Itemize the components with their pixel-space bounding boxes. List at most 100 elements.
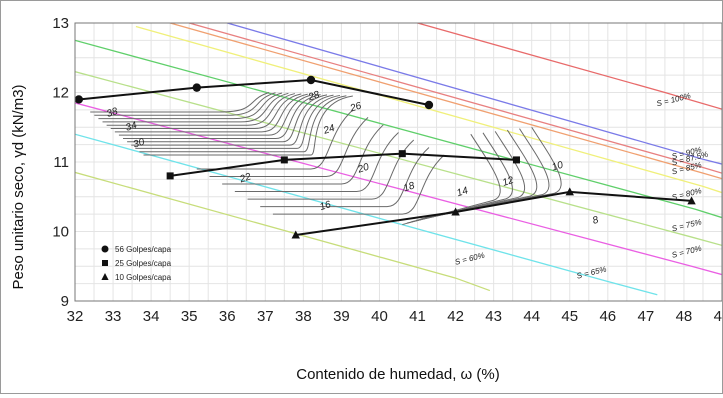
x-tick-label: 36 [219,308,236,325]
series-line [295,190,692,236]
contour-line [106,93,295,126]
x-tick-label: 46 [599,308,616,325]
contour-line [272,154,445,215]
saturation-line [189,23,722,174]
x-axis-title: Contenido de humedad, ω (%) [296,366,500,383]
saturation-line [75,133,658,296]
contour-label: 28 [306,89,321,103]
contour-label: 12 [501,175,515,189]
contour-label: 8 [591,215,600,227]
contour-line [196,109,354,170]
series-markers [74,75,696,239]
data-point [280,156,288,164]
contour-line [420,128,550,220]
x-tick-label: 47 [638,308,655,325]
y-axis-title: Peso unitario seco, γd (kN/m3) [10,84,27,289]
contour-line [90,92,270,113]
saturation-line [75,171,491,292]
contour-line [123,94,321,139]
saturation-line [75,39,722,219]
y-tick-labels: 9 10 11 12 13 [52,15,69,310]
x-tick-label: 40 [371,308,388,325]
x-tick-label: 32 [67,308,84,325]
x-tick-label: 34 [143,308,160,325]
legend-marker [101,273,109,280]
legend: 56 Golpes/capa 25 Golpes/capa 10 Golpes/ca… [101,245,172,282]
data-point [74,95,84,104]
x-tick-label: 44 [523,308,540,325]
data-point [166,172,174,180]
data-point [512,156,520,164]
legend-marker [101,245,109,253]
x-tick-label: 48 [676,308,693,325]
legend-label: 56 Golpes/capa [115,245,172,254]
contour-line [127,94,328,143]
x-tick-label: 37 [257,308,274,325]
contour-line [406,132,513,224]
contour-label: 34 [124,120,138,134]
contour-line [247,139,415,200]
data-point [306,75,316,85]
contour-label: 22 [238,171,253,185]
contour-labels: 38 34 30 28 26 24 22 20 18 16 14 12 10 8 [105,89,600,227]
data-point [192,83,201,92]
contour-label: 20 [356,162,371,176]
saturation-line [75,102,722,276]
contour-label: 38 [105,106,119,120]
contour-line [114,93,308,133]
saturation-line [135,25,722,194]
data-point [687,196,696,205]
contour-line [415,129,538,221]
series-line [78,78,430,106]
saturation-line [227,23,722,165]
legend-marker [102,260,108,266]
data-point [451,207,460,216]
contour-label: 26 [348,100,363,114]
contour-line [143,95,353,156]
contour-label: 10 [551,159,565,173]
series-lines [78,78,692,236]
saturation-line [417,23,722,110]
x-tick-label: 38 [295,308,312,325]
contour-line [110,93,302,130]
contour-line [135,94,341,149]
y-tick-label: 12 [52,85,69,102]
contour-line [118,93,315,136]
contour-line [102,92,289,123]
saturation-line [75,71,722,247]
x-tick-label: 35 [181,308,198,325]
series-line [170,152,517,177]
x-tick-label: 33 [105,308,122,325]
contour-line [402,133,501,226]
data-point [565,187,574,196]
y-tick-label: 11 [53,154,69,171]
x-tick-label: 49 [714,308,722,325]
data-point [398,150,406,158]
contour-line [222,124,384,185]
contour-line [425,126,562,219]
x-tick-label: 43 [485,308,502,325]
contour-label: 14 [455,185,469,199]
saturation-line [169,23,722,180]
x-tick-label: 41 [409,308,426,325]
contour-line [94,92,276,116]
data-point [291,230,300,239]
saturation-lines [75,23,722,296]
x-tick-label: 39 [333,308,350,325]
contour-label: 16 [318,199,332,213]
contour-label: 18 [402,180,416,194]
contour-line [209,117,369,177]
contour-line [411,131,525,223]
legend-label: 10 Golpes/capa [115,273,172,282]
contour-line [139,95,347,153]
x-tick-labels: 32 33 34 35 36 37 38 39 40 41 42 43 44 45 46 47 48 49 [67,308,723,325]
contour-line [260,147,430,208]
y-tick-label: 10 [52,224,69,241]
contour-line [98,92,283,120]
contour-line [234,132,399,193]
y-tick-label: 13 [52,15,69,32]
x-tick-label: 42 [447,308,464,325]
x-tick-label: 45 [561,308,578,325]
contour-line [131,94,334,146]
